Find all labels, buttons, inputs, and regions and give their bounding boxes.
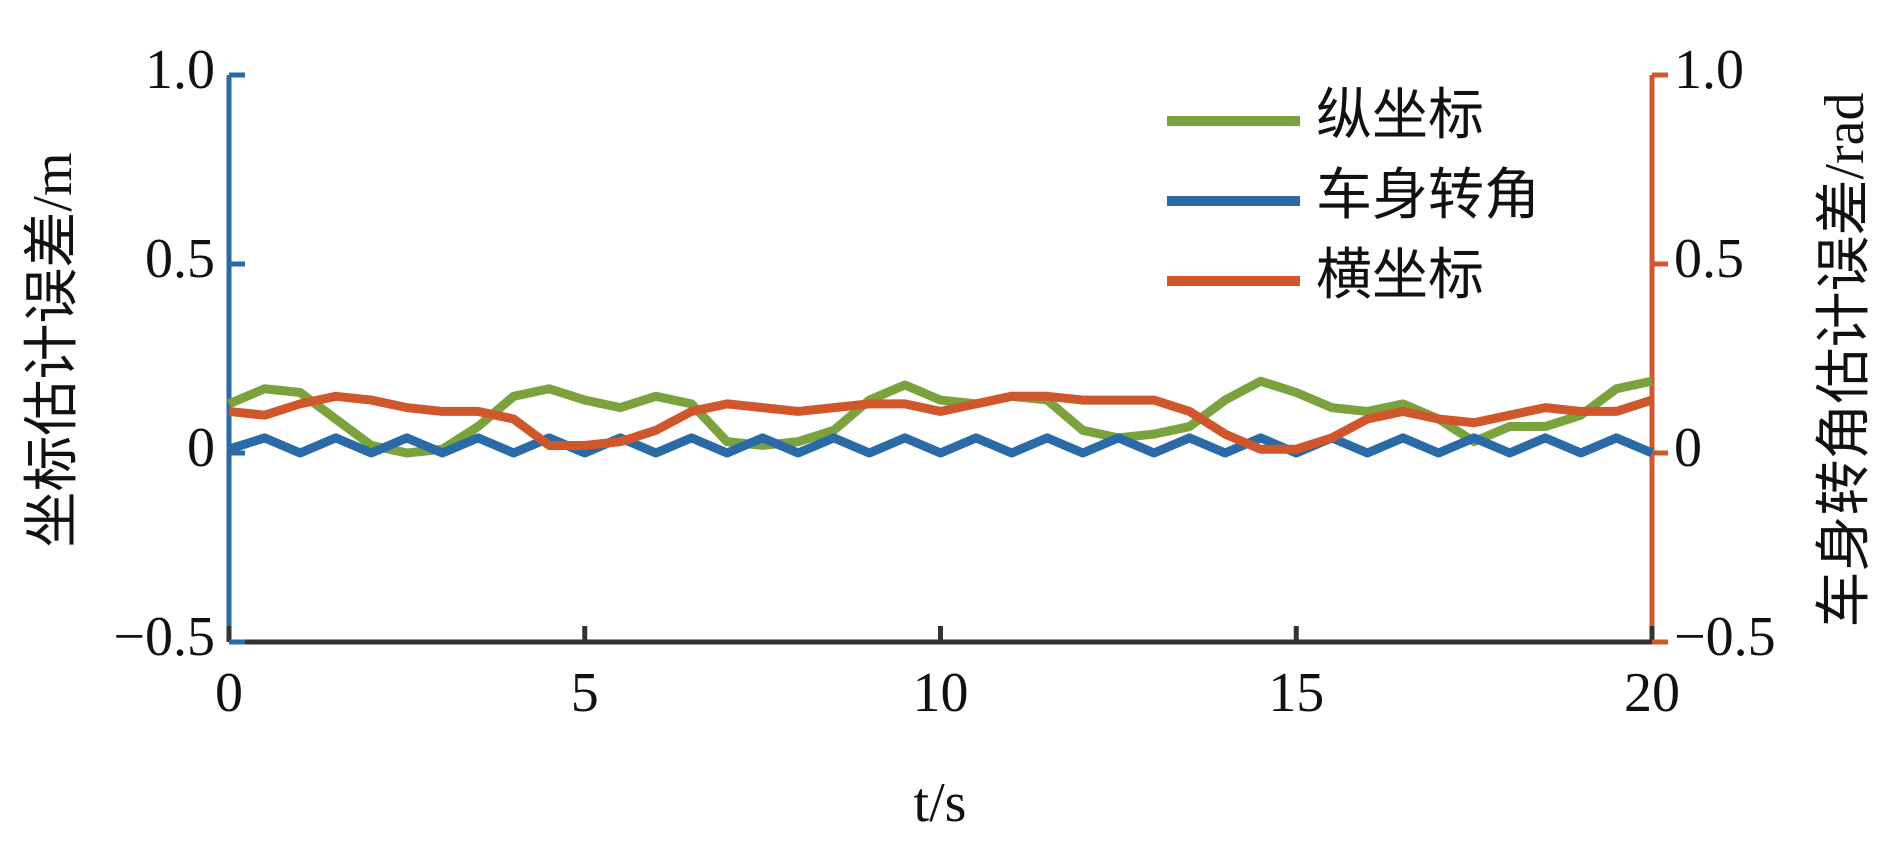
series-line xyxy=(227,433,1654,458)
series-line xyxy=(227,376,1653,458)
y-tick-label: 0 xyxy=(187,417,215,479)
y-axis-label: 坐标估计误差/m xyxy=(22,152,84,547)
series-line xyxy=(228,391,1654,454)
y2-tick-label: 1.0 xyxy=(1674,39,1744,101)
y2-tick-label: −0.5 xyxy=(1674,606,1776,668)
y-tick-label: 1.0 xyxy=(145,39,215,101)
legend-label: 车身转角 xyxy=(1316,165,1540,227)
x-tick-label: 0 xyxy=(215,662,243,724)
x-tick-label: 20 xyxy=(1624,662,1680,724)
x-axis-label: t/s xyxy=(914,772,967,834)
y2-tick-label: 0.5 xyxy=(1674,228,1744,290)
x-tick-label: 15 xyxy=(1268,662,1324,724)
x-tick-label: 10 xyxy=(913,662,969,724)
y-tick-label: −0.5 xyxy=(113,606,215,668)
y2-axis-label: 车身转角估计误差/rad xyxy=(1814,92,1876,627)
y2-tick-label: 0 xyxy=(1674,417,1702,479)
legend-label: 横坐标 xyxy=(1316,245,1484,307)
y-tick-label: 0.5 xyxy=(145,228,215,290)
x-tick-label: 5 xyxy=(571,662,599,724)
legend-label: 纵坐标 xyxy=(1316,85,1484,147)
